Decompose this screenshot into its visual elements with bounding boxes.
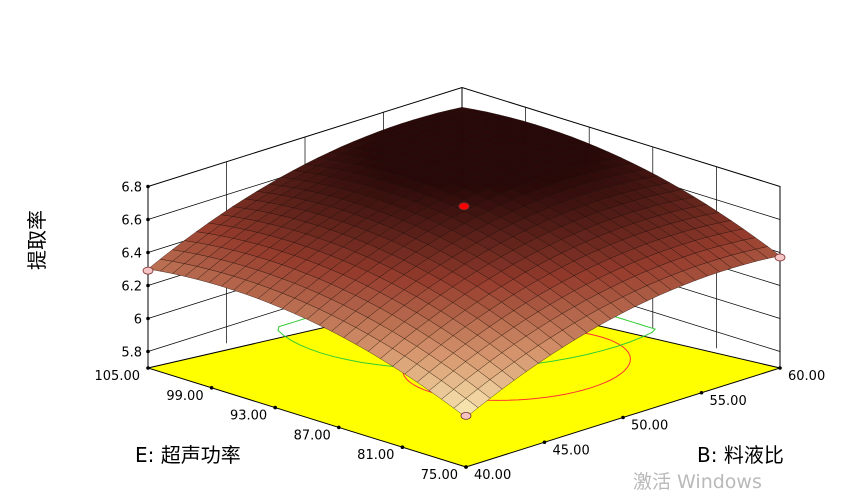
z-tick-label: 6.4	[121, 247, 142, 262]
e-tick-mark	[209, 386, 214, 390]
z-tick-label: 6.8	[121, 181, 142, 196]
b-tick-label: 60.00	[788, 369, 825, 384]
b-axis-title: B: 料液比	[697, 443, 784, 467]
z-tick-mark	[146, 250, 150, 255]
z-tick-mark	[146, 349, 150, 354]
z-tick-label: 6.2	[121, 280, 142, 295]
z-tick-mark	[146, 316, 150, 321]
b-tick-label: 45.00	[553, 443, 590, 458]
response-surface	[147, 107, 781, 418]
design-point	[460, 411, 472, 420]
b-tick-mark	[464, 465, 468, 469]
z-tick-mark	[146, 217, 150, 222]
design-point	[774, 253, 786, 262]
design-points	[142, 202, 786, 420]
e-tick-label: 81.00	[357, 448, 394, 463]
design-point	[142, 266, 154, 275]
design-point	[458, 202, 470, 211]
b-tick-mark	[542, 440, 547, 445]
z-tick-label: 5.8	[121, 346, 142, 361]
b-tick-label: 55.00	[710, 394, 747, 409]
e-tick-label: 87.00	[294, 428, 331, 443]
b-tick-label: 50.00	[631, 419, 668, 434]
surface-cell	[453, 398, 479, 418]
z-tick-mark	[146, 283, 150, 288]
z-axis-title: 提取率	[25, 210, 49, 270]
e-tick-label: 105.00	[95, 369, 141, 384]
e-tick-mark	[337, 425, 341, 430]
e-tick-label: 75.00	[421, 468, 458, 483]
e-tick-mark	[400, 445, 405, 450]
z-tick-label: 6.6	[121, 214, 142, 229]
e-axis-title: E: 超声功率	[135, 443, 241, 467]
e-tick-mark	[273, 405, 278, 410]
e-tick-mark	[146, 366, 150, 370]
b-tick-label: 40.00	[474, 468, 511, 483]
axis-ticks: 5.8 6 6.2 6.4 6.6 6.8 105.00 99.00 93.00 87.00 81.…	[95, 181, 826, 484]
b-tick-mark	[699, 390, 704, 395]
e-tick-label: 93.00	[230, 409, 267, 424]
watermark-text: 激活 Windows	[633, 471, 762, 493]
z-tick-label: 6	[134, 313, 142, 328]
b-tick-mark	[621, 415, 625, 420]
e-tick-label: 99.00	[166, 389, 203, 404]
b-tick-mark	[778, 366, 782, 370]
z-tick-mark	[146, 184, 150, 189]
